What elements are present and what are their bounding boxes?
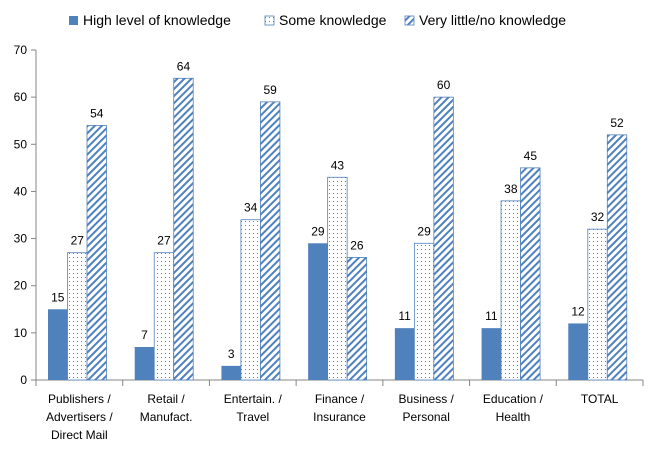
y-tick-label: 0 [20,373,27,387]
data-label: 15 [51,290,65,304]
data-label: 26 [350,238,364,252]
x-tick-label: TOTAL [581,392,619,406]
bar-high [308,243,328,380]
bar-little [173,77,194,381]
legend-label: High level of knowledge [83,12,231,28]
legend-label: Very little/no knowledge [419,12,566,28]
data-label: 7 [141,328,148,342]
data-label: 11 [398,309,411,323]
bar-high [134,347,155,380]
data-label: 34 [244,201,258,215]
bar-little [433,96,454,381]
x-axis: Publishers / Advertisers / Direct Mail Reta… [35,379,644,442]
bar-some [327,176,348,381]
y-tick-label: 20 [14,279,28,293]
data-label: 38 [504,182,518,196]
bar-little [606,134,628,381]
bar-high [221,365,241,380]
bar-some [413,242,435,381]
bar-high [394,328,415,380]
data-label: 12 [571,304,585,318]
y-tick-label: 30 [14,232,28,246]
bar-some [587,228,608,381]
data-label: 54 [90,106,104,120]
bar-some [153,252,175,381]
x-tick-label: Entertain. / Travel [224,392,283,424]
bar-high [48,309,68,380]
data-label: 27 [71,234,85,248]
legend-swatch [264,15,275,26]
bar-some [240,219,261,381]
bar-some [500,200,521,381]
y-tick-label: 50 [14,137,28,151]
bar-little [346,257,368,381]
y-axis: 0 10 20 30 40 50 60 70 [14,43,37,387]
data-label: 59 [263,83,277,97]
data-label: 60 [437,78,451,92]
legend-label: Some knowledge [279,12,387,28]
data-labels-group: 15 7 3 29 11 11 12 27 27 34 43 29 38 32 54 64 59 26 60 45 52 [51,59,624,361]
bar-high [568,323,588,380]
x-tick-label: Publishers / Advertisers / Direct Mail [46,392,113,442]
data-label: 29 [417,224,431,238]
data-label: 32 [591,210,605,224]
bar-little [86,125,107,381]
y-tick-label: 10 [14,326,28,340]
y-tick-label: 60 [14,90,28,104]
x-tick-label: Finance / Insurance [313,392,366,424]
legend-swatch [69,16,78,25]
data-label: 64 [177,59,191,73]
chart-legend: High level of knowledge Some knowledge Ver… [69,12,566,28]
x-tick-label: Retail / Manufact. [140,392,193,424]
y-tick-label: 40 [14,184,28,198]
data-label: 43 [331,158,345,172]
bar-little [520,167,541,381]
x-tick-label: Business / Personal [399,392,455,424]
data-label: 3 [228,347,235,361]
data-label: 11 [485,309,498,323]
bar-little [260,101,281,381]
bar-high [481,328,502,380]
data-label: 45 [524,149,538,163]
data-label: 29 [311,224,325,238]
bar-some [67,252,88,381]
x-tick-label: Education / Health [483,392,544,424]
data-label: 52 [610,116,624,130]
y-tick-label: 70 [14,43,28,57]
legend-swatch [404,15,415,26]
bars-group [48,77,628,381]
data-label: 27 [157,234,171,248]
